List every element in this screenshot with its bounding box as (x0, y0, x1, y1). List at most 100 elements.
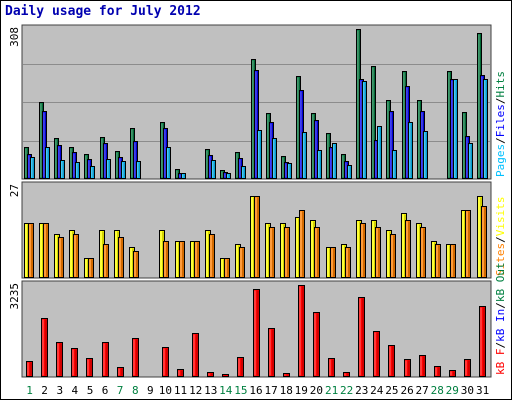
kbytes-kb-f-bar (313, 312, 320, 377)
day-label: 31 (476, 384, 489, 397)
legend-item: Visits (494, 197, 507, 237)
legend-item: kB Out (494, 262, 507, 302)
legend-item: / (494, 98, 507, 105)
kbytes-kb-f-bar (343, 372, 350, 377)
visits-sites-bar (465, 210, 471, 278)
legend-item: / (494, 302, 507, 309)
hits-pages-bar (106, 159, 111, 179)
visits-sites-bar (299, 210, 305, 278)
legend-item: Hits (494, 71, 507, 98)
kbytes-kb-f-bar (237, 357, 244, 377)
visits-sites-bar (209, 234, 215, 278)
day-label: 8 (132, 384, 139, 397)
kbytes-kb-f-bar (192, 333, 199, 377)
kbytes-kb-f-bar (419, 355, 426, 377)
day-label: 2 (41, 384, 48, 397)
hits-pages-bar (347, 165, 352, 179)
day-label: 23 (355, 384, 368, 397)
kbytes-kb-f-bar (102, 342, 109, 377)
visits-sites-bar (360, 223, 366, 278)
kbytes-kb-f-bar (479, 306, 486, 377)
kbytes-kb-f-bar (162, 347, 169, 377)
hits-pages-bar (121, 161, 126, 179)
kbytes-kb-f-bar (71, 348, 78, 377)
day-label: 22 (340, 384, 353, 397)
hits-pages-bar (30, 157, 35, 179)
visits-sites-bar (224, 258, 230, 278)
hits-pages-bar (392, 150, 397, 179)
hits-pages-bar (332, 143, 337, 179)
day-label: 3 (56, 384, 63, 397)
visits-sites-bar (450, 244, 456, 278)
day-label: 28 (431, 384, 444, 397)
hits-pages-bar (423, 131, 428, 179)
visits-sites-bar (118, 237, 124, 278)
kbytes-kb-f-bar (56, 342, 63, 377)
kbytes-kb-f-bar (26, 361, 33, 377)
hits-pages-bar (362, 81, 367, 179)
day-label: 24 (370, 384, 384, 397)
hits-pages-bar (226, 173, 231, 179)
kbytes-kb-f-bar (298, 285, 305, 377)
visits-sites-bar (375, 227, 381, 278)
kbytes-kb-f-bar (283, 373, 290, 377)
hits-pages-bar (241, 166, 246, 179)
day-label: 18 (280, 384, 293, 397)
hits-pages-bar (181, 173, 186, 179)
hits-pages-bar (211, 160, 216, 179)
kbytes-kb-f-bar (41, 318, 48, 377)
hits-pages-bar (257, 130, 262, 179)
visits-sites-bar (284, 227, 290, 278)
kbytes-kb-f-bar (207, 372, 214, 377)
visits-sites-bar (58, 237, 64, 278)
day-label: 29 (446, 384, 459, 397)
visits-sites-bar (88, 258, 94, 278)
day-label: 1 (26, 384, 33, 397)
legend-item: / (494, 342, 507, 349)
day-label: 15 (234, 384, 247, 397)
day-label: 21 (325, 384, 338, 397)
visits-sites-bar (239, 247, 245, 278)
hits-pages-bar (317, 150, 322, 179)
kbytes-kb-f-bar (132, 338, 139, 377)
kbytes-kb-f-bar (388, 345, 395, 377)
visits-sites-bar (254, 196, 260, 278)
kbytes-kb-f-bar (464, 359, 471, 377)
hits-pages-bar (136, 161, 141, 179)
day-label: 7 (117, 384, 124, 397)
day-label: 20 (310, 384, 323, 397)
kbytes-kb-f-bar (358, 297, 365, 377)
visits-sites-bar (163, 241, 169, 278)
visits-sites-bar (390, 234, 396, 278)
hits-pages-bar (75, 162, 80, 179)
visits-sites-bar (405, 220, 411, 278)
day-label: 10 (159, 384, 172, 397)
visits-sites-bar (133, 251, 139, 278)
visits-sites-bar (269, 227, 275, 278)
day-label: 17 (264, 384, 277, 397)
visits-sites-bar (73, 234, 79, 278)
day-label: 26 (400, 384, 413, 397)
kbytes-kb-f-bar (117, 367, 124, 377)
legend-item: Pages (494, 144, 507, 177)
hits-pages-bar (377, 126, 382, 179)
chart-title: Daily usage for July 2012 (5, 4, 201, 19)
hits-legend: Pages/Files/Hits (494, 71, 507, 177)
visits-sites-bar (481, 206, 487, 278)
hits-pages-bar (60, 160, 65, 179)
visits-sites-bar (103, 244, 109, 278)
kbytes-kb-f-bar (253, 289, 260, 377)
hits-pages-bar (287, 163, 292, 179)
hits-pages-bar (90, 166, 95, 179)
day-label: 6 (102, 384, 109, 397)
kbytes-kb-f-bar (222, 374, 229, 377)
hits-pages-bar (166, 147, 171, 179)
visits-sites-bar (314, 227, 320, 278)
day-label: 9 (147, 384, 154, 397)
visits-sites-bar (420, 227, 426, 278)
legend-item: kB F (494, 349, 507, 376)
day-label: 25 (385, 384, 398, 397)
visits-sites-bar (28, 223, 34, 278)
